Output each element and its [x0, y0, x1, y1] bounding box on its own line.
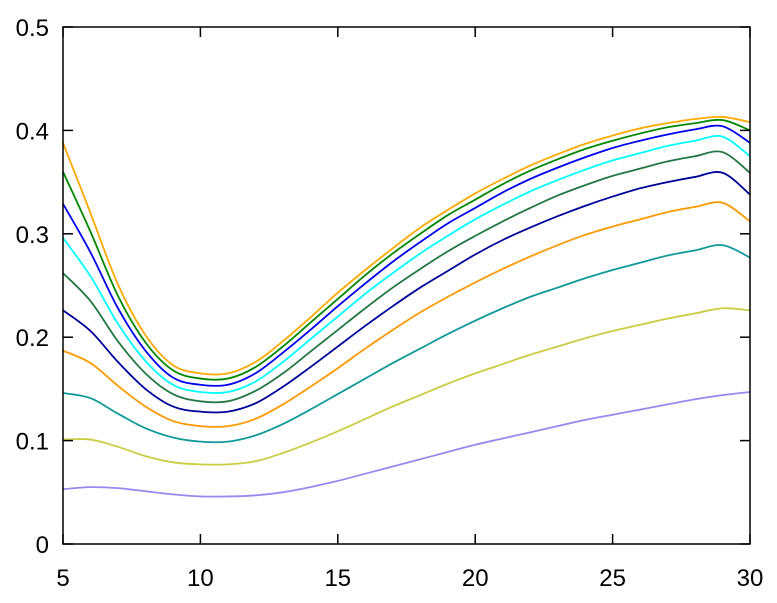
series-line-5 [62, 171, 751, 414]
axis-tick-labels: 5 10 15 20 25 30 0 0.1 0.2 0.3 0.4 0.5 [16, 15, 764, 592]
y-tick-label: 0.4 [16, 118, 49, 145]
x-tick-label: 10 [187, 565, 214, 592]
plot-frame [62, 26, 751, 545]
series-line-8 [62, 124, 751, 387]
x-tick-label: 15 [324, 565, 351, 592]
x-tick-label: 30 [737, 565, 764, 592]
y-tick-label: 0.1 [16, 429, 49, 456]
axis-ticks [62, 26, 751, 545]
series-line-10 [62, 115, 751, 376]
y-tick-label: 0 [36, 532, 49, 559]
series-line-3 [62, 244, 751, 444]
x-tick-label: 5 [56, 565, 69, 592]
x-tick-label: 25 [599, 565, 626, 592]
series-line-6 [62, 150, 751, 404]
x-tick-label: 20 [462, 565, 489, 592]
series-line-7 [62, 135, 751, 395]
series-lines [62, 115, 751, 498]
series-line-1 [62, 391, 751, 498]
series-line-2 [62, 307, 751, 466]
series-line-4 [62, 201, 751, 428]
y-tick-label: 0.3 [16, 222, 49, 249]
y-tick-label: 0.5 [16, 15, 49, 42]
y-tick-label: 0.2 [16, 325, 49, 352]
series-line-9 [62, 118, 751, 381]
